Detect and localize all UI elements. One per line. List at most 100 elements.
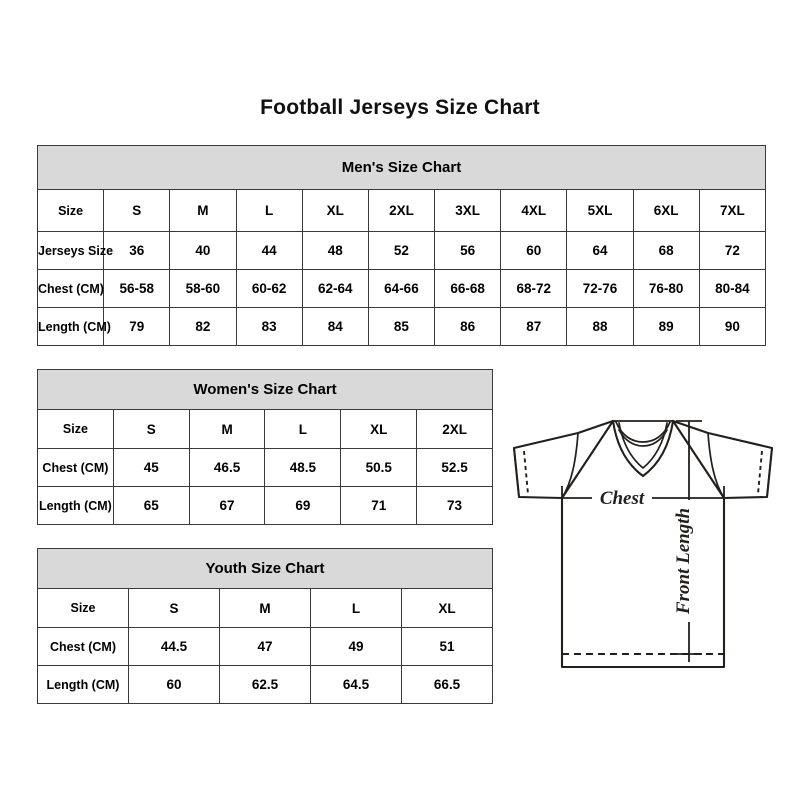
womens-row-label-1: Length (CM) (37, 486, 114, 525)
mens-size-table: Men's Size Chart Size S M L XL 2XL 3XL 4… (36, 145, 767, 346)
mens-col-header-5: 2XL (367, 189, 436, 232)
mens-cell-0-5: 56 (434, 231, 502, 270)
mens-col-header-10: 7XL (698, 189, 767, 232)
table-row: Length (CM) 60 62.5 64.5 66.5 (37, 665, 493, 704)
shirt-torso-outline (560, 496, 726, 669)
youth-table-body: Chest (CM) 44.5 47 49 51 Length (CM) 60 … (37, 627, 493, 704)
youth-header-row: Size S M L XL (37, 588, 493, 628)
mens-col-header-4: XL (301, 189, 369, 232)
mens-cell-2-8: 89 (632, 307, 700, 346)
womens-cell-1-3: 71 (340, 486, 418, 525)
chest-label: Chest (600, 488, 645, 509)
mens-cell-0-8: 68 (632, 231, 700, 270)
mens-cell-1-4: 64-66 (367, 269, 436, 308)
womens-size-table: Women's Size Chart Size S M L XL 2XL Che… (37, 369, 493, 525)
mens-cell-1-2: 60-62 (235, 269, 303, 308)
womens-table-caption: Women's Size Chart (37, 369, 493, 410)
mens-cell-0-7: 64 (566, 231, 634, 270)
mens-header-row: Size S M L XL 2XL 3XL 4XL 5XL 6XL 7XL (36, 189, 767, 232)
mens-caption-row: Men's Size Chart (37, 145, 766, 190)
youth-col-header-1: S (128, 588, 220, 628)
mens-cell-2-9: 90 (698, 307, 767, 346)
womens-cell-1-0: 65 (112, 486, 190, 525)
womens-col-header-2: M (188, 409, 266, 449)
mens-table-head: Men's Size Chart Size S M L XL 2XL 3XL 4… (36, 145, 767, 232)
right-sleeve-cuff-edge (766, 447, 773, 498)
womens-cell-0-1: 46.5 (188, 448, 266, 487)
mens-row-label-2: Length (CM) (36, 307, 111, 346)
youth-cell-0-3: 51 (401, 627, 493, 666)
collar-curve-upper (615, 421, 671, 443)
table-row: Jerseys Size 36 40 44 48 52 56 60 64 68 … (36, 231, 767, 270)
mens-cell-1-9: 80-84 (698, 269, 767, 308)
mens-cell-1-3: 62-64 (301, 269, 369, 308)
jersey-measurement-diagram: Chest Front Length (500, 390, 785, 690)
mens-col-header-3: L (235, 189, 303, 232)
youth-cell-1-3: 66.5 (401, 665, 493, 704)
mens-cell-2-6: 87 (500, 307, 568, 346)
mens-cell-1-0: 56-58 (103, 269, 171, 308)
page-title: Football Jerseys Size Chart (260, 96, 540, 119)
womens-col-header-0: Size (37, 409, 114, 449)
mens-col-header-2: M (169, 189, 237, 232)
youth-cell-0-1: 47 (219, 627, 311, 666)
v-neck-outer (611, 419, 675, 478)
mens-table-body: Jerseys Size 36 40 44 48 52 56 60 64 68 … (36, 231, 767, 346)
mens-col-header-8: 5XL (566, 189, 634, 232)
mens-col-header-7: 4XL (500, 189, 568, 232)
front-length-label: Front Length (673, 508, 694, 615)
youth-col-header-2: M (219, 588, 311, 628)
mens-cell-1-1: 58-60 (169, 269, 237, 308)
womens-table-head: Women's Size Chart Size S M L XL 2XL (37, 369, 493, 449)
youth-cell-0-2: 49 (310, 627, 402, 666)
right-sleeve-outline (671, 419, 774, 500)
womens-col-header-4: XL (340, 409, 418, 449)
youth-cell-1-2: 64.5 (310, 665, 402, 704)
v-neck-inner-band (618, 422, 668, 470)
mens-table-caption: Men's Size Chart (37, 145, 766, 190)
womens-cell-0-3: 50.5 (340, 448, 418, 487)
mens-col-header-9: 6XL (632, 189, 700, 232)
womens-col-header-5: 2XL (416, 409, 493, 449)
womens-cell-1-2: 69 (264, 486, 342, 525)
youth-row-label-0: Chest (CM) (37, 627, 129, 666)
left-armhole-curve (561, 432, 579, 499)
mens-cell-2-5: 86 (434, 307, 502, 346)
mens-cell-1-8: 76-80 (632, 269, 700, 308)
youth-table-head: Youth Size Chart Size S M L XL (37, 548, 493, 628)
youth-col-header-0: Size (37, 588, 129, 628)
left-sleeve-outline (512, 419, 615, 500)
mens-cell-0-3: 48 (301, 231, 369, 270)
mens-cell-0-0: 36 (103, 231, 171, 270)
mens-cell-0-2: 44 (235, 231, 303, 270)
mens-cell-2-2: 83 (235, 307, 303, 346)
womens-table-body: Chest (CM) 45 46.5 48.5 50.5 52.5 Length… (37, 448, 493, 525)
mens-cell-2-4: 85 (367, 307, 436, 346)
youth-col-header-4: XL (401, 588, 493, 628)
womens-cell-0-4: 52.5 (416, 448, 493, 487)
mens-cell-0-4: 52 (367, 231, 436, 270)
youth-col-header-3: L (310, 588, 402, 628)
womens-cell-1-1: 67 (188, 486, 266, 525)
youth-cell-1-1: 62.5 (219, 665, 311, 704)
right-cuff-stitch-dashes (757, 450, 763, 495)
youth-row-label-1: Length (CM) (37, 665, 129, 704)
mens-cell-1-6: 68-72 (500, 269, 568, 308)
youth-cell-0-0: 44.5 (128, 627, 220, 666)
womens-header-row: Size S M L XL 2XL (37, 409, 493, 449)
youth-table-caption: Youth Size Chart (37, 548, 493, 589)
mens-cell-2-0: 79 (103, 307, 171, 346)
right-armhole-curve (707, 432, 725, 499)
mens-col-header-6: 3XL (434, 189, 502, 232)
youth-cell-1-0: 60 (128, 665, 220, 704)
mens-cell-2-1: 82 (169, 307, 237, 346)
mens-row-label-1: Chest (CM) (36, 269, 105, 308)
table-row: Chest (CM) 45 46.5 48.5 50.5 52.5 (37, 448, 493, 487)
womens-col-header-3: L (264, 409, 342, 449)
womens-caption-row: Women's Size Chart (37, 369, 493, 410)
womens-col-header-1: S (112, 409, 190, 449)
womens-cell-0-0: 45 (112, 448, 190, 487)
mens-cell-0-9: 72 (698, 231, 767, 270)
mens-col-header-1: S (103, 189, 171, 232)
table-row: Chest (CM) 44.5 47 49 51 (37, 627, 493, 666)
